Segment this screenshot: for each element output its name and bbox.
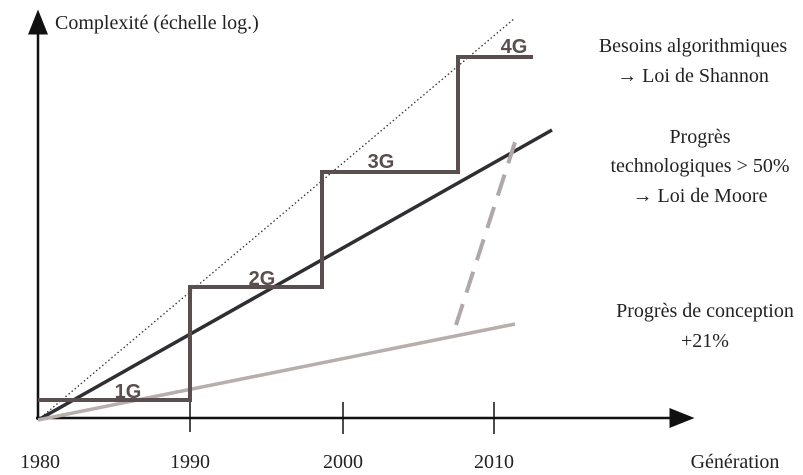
annotation: → Loi de Moore	[633, 185, 768, 207]
generation-label: 2G	[249, 268, 276, 290]
annotation: Progrès	[669, 126, 730, 148]
x-axis-label: Génération	[691, 451, 780, 473]
annotation: Progrès de conception	[616, 300, 794, 322]
annotation: +21%	[681, 330, 729, 352]
x-tick-label: 2000	[323, 451, 363, 473]
generation-label: 4G	[501, 36, 528, 58]
gap-line	[454, 132, 520, 326]
generation-steps	[38, 55, 533, 402]
x-tick-label: 1980	[20, 451, 60, 473]
annotation: technologiques > 50%	[610, 155, 789, 177]
conception-line	[37, 322, 516, 422]
x-tick-label: 1990	[170, 451, 210, 473]
generation-label: 3G	[368, 151, 395, 173]
x-tick-label: 2010	[474, 451, 514, 473]
annotation: → Loi de Shannon	[617, 65, 769, 87]
moore-line	[37, 128, 553, 422]
generation-label: 1G	[115, 381, 142, 403]
y-axis-label: Complexité (échelle log.)	[55, 12, 259, 34]
annotation: Besoins algorithmiques	[599, 35, 788, 57]
shannon-line	[37, 17, 516, 421]
